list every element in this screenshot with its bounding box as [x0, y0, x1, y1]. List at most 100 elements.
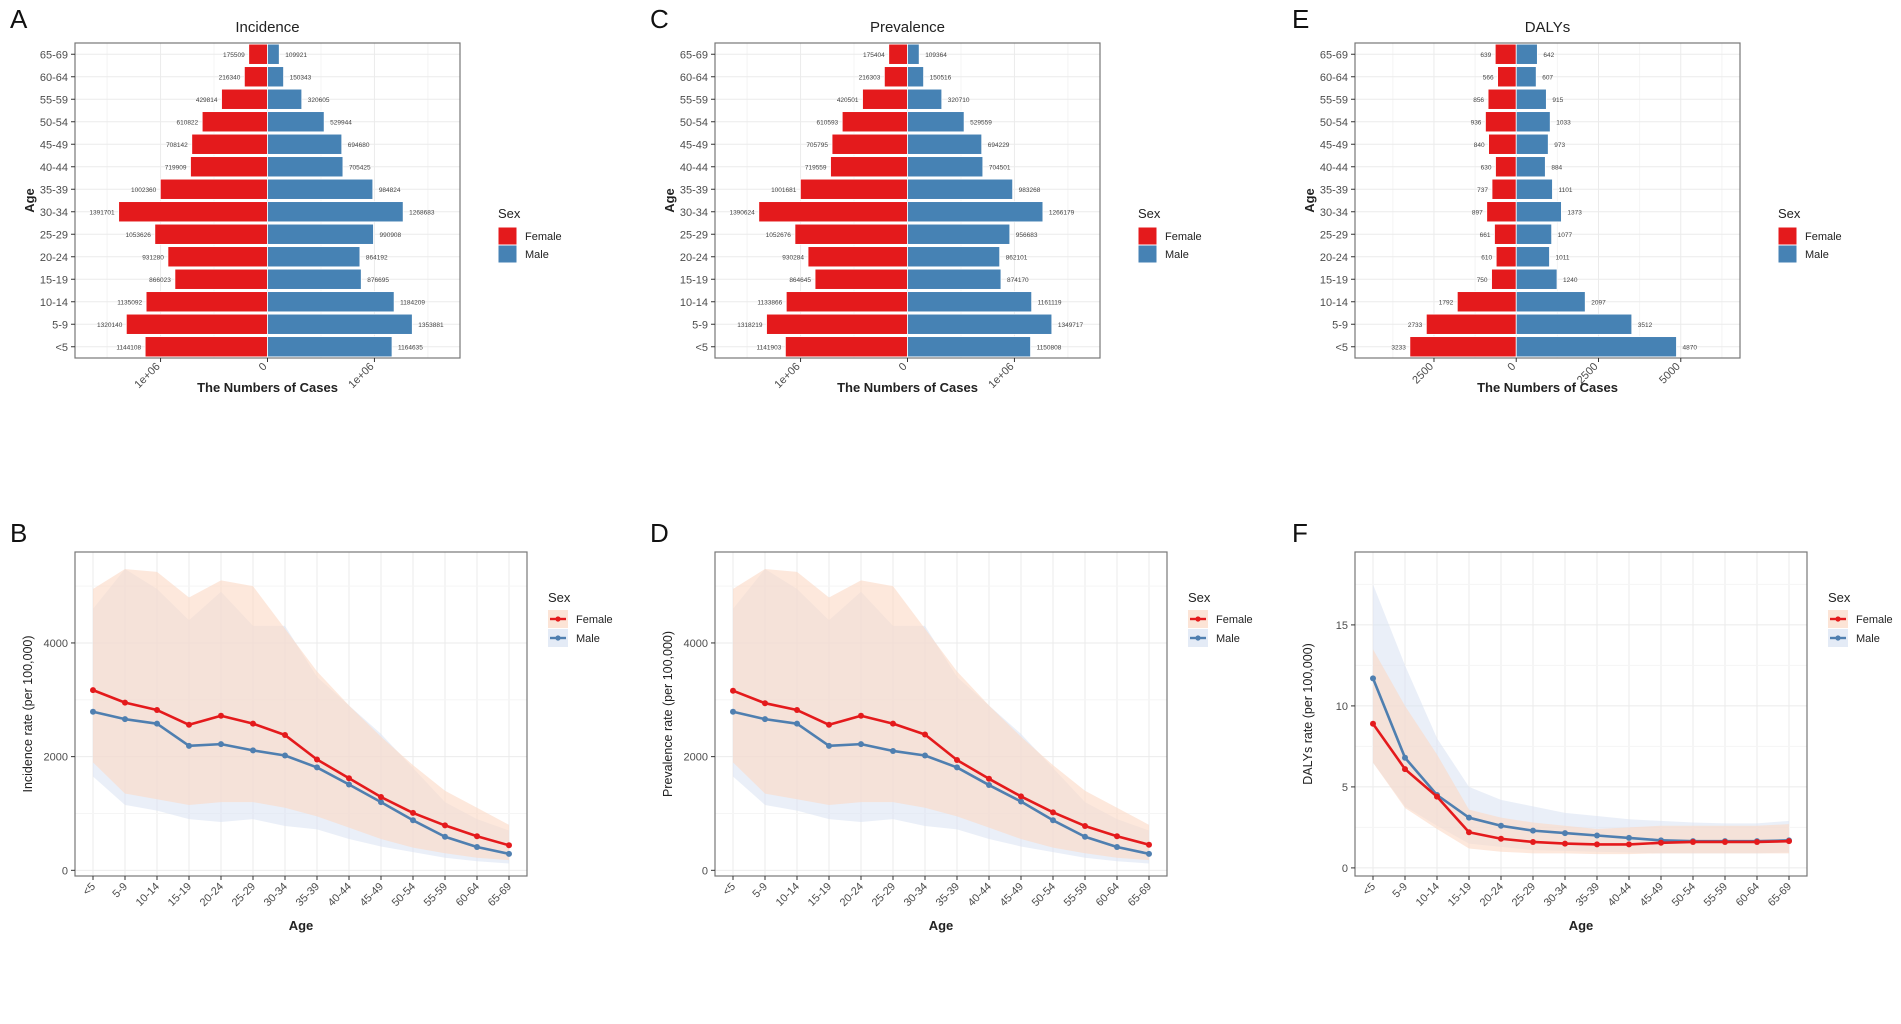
x-tick-label: 30-34 [262, 881, 290, 909]
x-tick-label: 40-44 [966, 881, 994, 909]
data-label-female: 719909 [165, 164, 187, 171]
x-tick-label: 15-19 [806, 881, 834, 909]
x-axis-title: The Numbers of Cases [1477, 380, 1618, 395]
point-male [890, 747, 896, 754]
data-label-male: 1353881 [418, 322, 444, 329]
bar-female [1485, 111, 1517, 133]
data-label-female: 1052676 [766, 232, 792, 239]
legend-label-female: Female [525, 231, 562, 243]
legend-title: Sex [1778, 206, 1801, 221]
bar-female [1456, 291, 1517, 313]
bar-female [167, 246, 268, 268]
y-tick-label: 10 [1336, 701, 1348, 713]
plot-border [1354, 551, 1808, 877]
point-male [1498, 822, 1504, 829]
y-tick-label: 4000 [684, 638, 708, 650]
ribbon-female [1373, 649, 1789, 855]
data-label-female: 661 [1480, 232, 1491, 239]
bar-female [758, 201, 908, 223]
x-tick-label: 40-44 [326, 881, 354, 909]
bar-male [907, 268, 1002, 290]
bar-female [191, 133, 268, 155]
bar-male [267, 223, 374, 245]
panel-incidence-pyramid: A Incidence 1144108 1164635 1320140 1353881 1… [0, 0, 620, 490]
data-label-female: 840 [1474, 142, 1485, 149]
bar-female [159, 178, 268, 200]
data-label-female: 1002360 [131, 187, 157, 194]
point-male [1370, 675, 1376, 682]
point-male [410, 817, 416, 824]
bar-female [1487, 88, 1517, 110]
legend-label-female: Female [1856, 614, 1893, 626]
line-male [732, 710, 1150, 856]
ribbon-female [733, 569, 1149, 861]
data-label-male: 1268683 [409, 209, 435, 216]
prevalence-rate-chart: 0 2000 4000 <5 5-9 10-14 15-19 20-24 25-29 30-34 3… [661, 551, 1253, 933]
point-male [986, 782, 992, 789]
legend-swatch-female [497, 226, 518, 246]
bar-female [221, 88, 268, 110]
point-female [1114, 833, 1120, 840]
panel-letter: D [650, 518, 669, 548]
point-female [122, 699, 128, 706]
legend-title: Sex [1138, 206, 1161, 221]
legend-label-male: Male [1856, 633, 1880, 645]
ribbon-female [93, 569, 509, 861]
point-female [986, 775, 992, 782]
y-tick-label: 65-69 [1320, 49, 1348, 61]
bar-female [831, 133, 908, 155]
point-male [154, 720, 160, 727]
legend-point-male [555, 635, 561, 641]
data-label-male: 705425 [349, 164, 371, 171]
x-tick-label: 25-29 [1510, 881, 1538, 909]
point-female [218, 712, 224, 719]
point-male [1626, 834, 1632, 841]
data-label-male: 1184209 [400, 299, 425, 306]
point-female [1562, 840, 1568, 847]
chart-title: Incidence [235, 19, 299, 36]
data-label-male: 1150808 [1037, 344, 1062, 351]
y-tick-label: 4000 [44, 638, 68, 650]
data-label-female: 708142 [166, 142, 188, 149]
bar-female [807, 246, 908, 268]
y-tick-label: 5 [1342, 782, 1348, 794]
point-male [506, 850, 512, 857]
bar-female [125, 313, 268, 335]
dalys-rate-chart: 0 5 10 15 <5 5-9 10-14 15-19 20-24 25-29 30-34 35-3… [1301, 551, 1893, 933]
data-label-female: 1141903 [757, 344, 782, 351]
point-female [346, 775, 352, 782]
point-female [794, 707, 800, 714]
bar-female [766, 313, 908, 335]
data-label-female: 1391701 [89, 209, 115, 216]
bar-male [267, 111, 325, 133]
y-tick-label: 5-9 [52, 319, 68, 331]
data-label-female: 1144108 [116, 344, 141, 351]
point-male [1050, 817, 1056, 824]
bar-male [267, 156, 344, 178]
panel-letter: B [10, 518, 28, 548]
point-male [1530, 827, 1536, 834]
bar-female [1425, 313, 1517, 335]
bar-male [267, 246, 361, 268]
point-female [410, 809, 416, 816]
bar-female [1495, 156, 1517, 178]
x-tick-label: 60-64 [1734, 881, 1762, 909]
bar-female [888, 43, 908, 65]
legend-label-male: Male [576, 633, 600, 645]
plot-border [1354, 42, 1741, 359]
point-female [1786, 838, 1792, 845]
incidence-pyramid-chart: Incidence 1144108 1164635 1320140 1353881 113… [22, 19, 562, 395]
bar-male [907, 246, 1001, 268]
point-female [1370, 720, 1376, 727]
bar-male [1515, 178, 1553, 200]
bar-male [267, 88, 303, 110]
plot-border [714, 551, 1168, 877]
panel-incidence-rate: B 0 2000 4000 <5 5-9 10-14 15-19 20-24 25-29 30-3… [0, 500, 620, 1019]
y-tick-label: 40-44 [680, 162, 708, 174]
y-tick-label: 45-49 [40, 139, 68, 151]
point-male [1082, 833, 1088, 840]
x-tick-label: 50-54 [1030, 881, 1058, 909]
x-tick-label: 0 [897, 361, 910, 374]
legend-title: Sex [548, 590, 571, 605]
line-female [1371, 722, 1790, 846]
